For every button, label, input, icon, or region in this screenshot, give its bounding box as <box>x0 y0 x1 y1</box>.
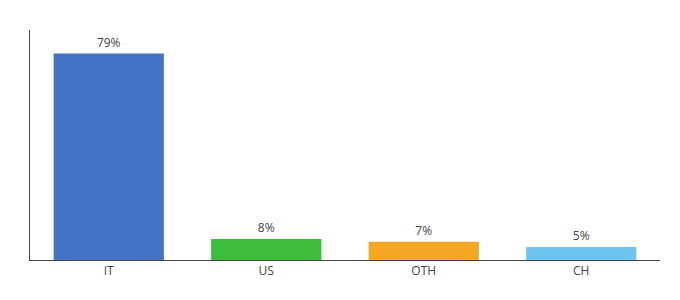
svg-text:OTH: OTH <box>411 262 436 279</box>
svg-text:79%: 79% <box>97 34 121 51</box>
svg-text:US: US <box>259 262 274 279</box>
svg-text:IT: IT <box>104 262 114 279</box>
svg-text:7%: 7% <box>415 222 432 239</box>
svg-text:5%: 5% <box>573 227 590 244</box>
svg-text:8%: 8% <box>258 219 275 236</box>
svg-text:CH: CH <box>573 262 589 279</box>
